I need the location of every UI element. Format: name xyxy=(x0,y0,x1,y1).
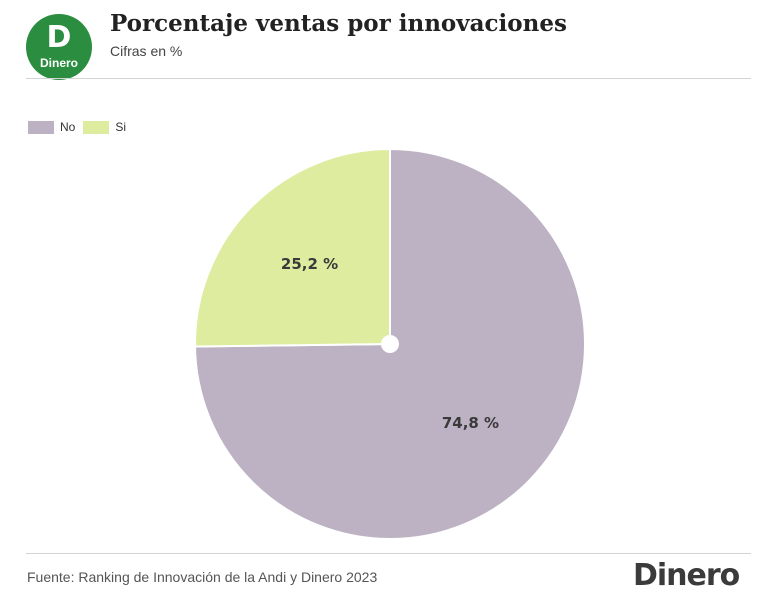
pie-center-hole xyxy=(381,335,399,353)
dinero-wordmark-icon: Dinero xyxy=(633,558,740,593)
data-label-si: 25,2 % xyxy=(281,255,338,273)
logo-word: Dinero xyxy=(39,56,78,70)
legend-label-si: Si xyxy=(115,120,127,134)
logo-letter: D xyxy=(46,20,72,55)
chart-legend: No Si xyxy=(28,119,134,135)
dinero-logo-icon: D Dinero xyxy=(26,14,92,80)
legend-swatch-si xyxy=(83,120,110,134)
legend-item-no[interactable]: No xyxy=(28,120,75,134)
chart-title: Porcentaje ventas por innovaciones xyxy=(110,10,567,37)
legend-label-no: No xyxy=(60,120,76,134)
header-divider xyxy=(26,78,751,79)
data-label-no: 74,8 % xyxy=(442,414,499,432)
pie-slice-si[interactable] xyxy=(194,147,391,348)
chart-subtitle: Cifras en % xyxy=(110,43,183,59)
legend-swatch-no xyxy=(28,120,54,134)
footer-divider xyxy=(26,553,751,554)
source-note: Fuente: Ranking de Innovación de la Andi… xyxy=(27,569,378,585)
legend-item-si[interactable]: Si xyxy=(83,120,126,134)
chart-header: D Dinero Porcentaje ventas por innovacio… xyxy=(0,0,769,80)
pie-slice-no[interactable] xyxy=(194,147,586,540)
